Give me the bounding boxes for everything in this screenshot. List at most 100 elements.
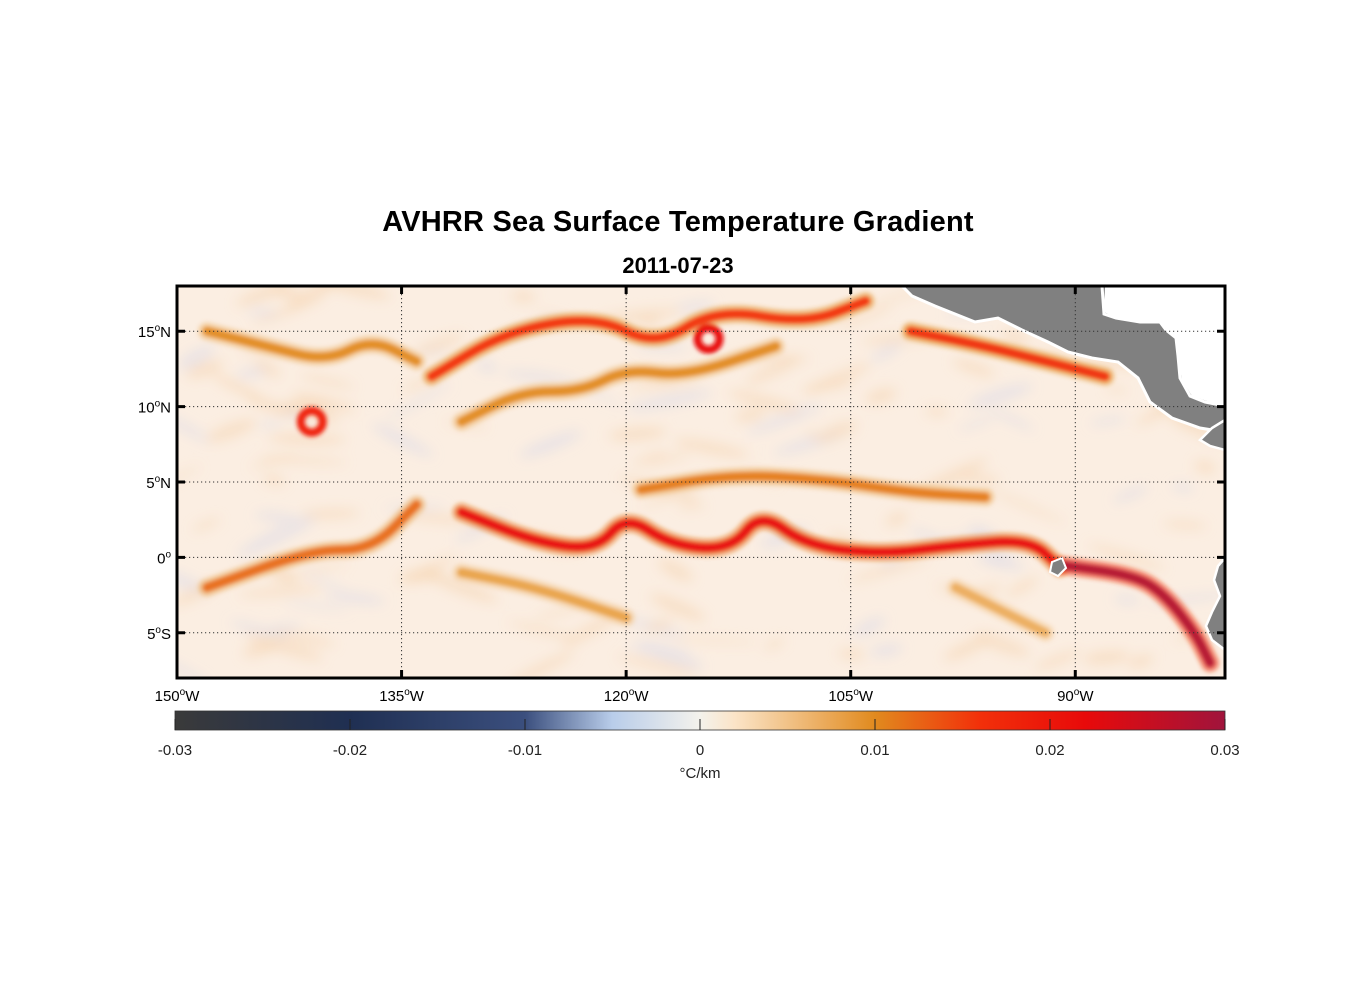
gridlines: [177, 286, 1225, 678]
central-america-land: [899, 286, 1225, 434]
texture-streak: [849, 556, 930, 582]
gradient-front: [202, 326, 422, 366]
texture-streak: [270, 630, 336, 646]
colorbar-tick-label: 0: [696, 742, 704, 759]
texture-streak: [177, 411, 211, 443]
longitude-label: 150oW: [155, 687, 201, 705]
texture-streak: [1105, 386, 1127, 394]
texture-streak: [1128, 654, 1154, 669]
latitude-label: 5oS: [147, 625, 171, 643]
texture-streak: [325, 591, 385, 605]
texture-streak: [650, 594, 706, 621]
colorbar-tick-label: -0.02: [333, 742, 367, 759]
texture-streak: [646, 452, 692, 466]
texture-streak: [764, 638, 785, 650]
land-areas: [899, 286, 1225, 652]
texture-streak: [299, 374, 355, 389]
texture-streak: [254, 360, 281, 377]
colorbar-tick-label: 0.03: [1210, 742, 1239, 759]
texture-streak: [1171, 483, 1194, 492]
texture-streak: [977, 551, 1012, 564]
map-subtitle: 2011-07-23: [622, 253, 734, 278]
texture-streak: [747, 404, 823, 435]
texture-streak: [385, 383, 452, 421]
texture-streak: [958, 416, 997, 431]
gradient-front: [202, 500, 422, 593]
texture-streak: [267, 433, 346, 445]
texture-streak: [674, 438, 749, 458]
texture-streak: [511, 291, 536, 303]
texture-streak: [1035, 650, 1081, 670]
latitude-label: 5oN: [146, 474, 171, 492]
gradient-front: [456, 507, 1065, 573]
texture-streak: [236, 367, 267, 379]
gradient-front: [636, 471, 990, 502]
texture-streak: [1089, 416, 1127, 426]
texture-streak: [245, 633, 324, 661]
colorbar: -0.03 -0.02 -0.01 0 0.01 0.02 0.03 °C/km: [158, 710, 1240, 782]
galapagos-island: [1048, 556, 1068, 578]
texture-streak: [257, 420, 284, 428]
texture-streak: [265, 623, 301, 634]
colorbar-tick-label: -0.01: [508, 742, 542, 759]
texture-streak: [1087, 544, 1165, 570]
texture-streak: [676, 502, 705, 510]
texture-streak: [229, 620, 289, 641]
texture-streak: [283, 601, 351, 611]
texture-streak: [519, 430, 582, 458]
texture-streak: [254, 512, 298, 523]
south-america-land: [1204, 556, 1225, 652]
gradient-front: [1055, 560, 1215, 668]
longitude-label: 120oW: [604, 687, 650, 705]
texture-streak: [840, 305, 892, 327]
texture-streak: [871, 342, 902, 362]
gradient-front: [906, 326, 1110, 381]
colorbar-tick-label: 0.01: [860, 742, 889, 759]
texture-streak: [1006, 577, 1039, 597]
texture-streak: [301, 509, 360, 519]
texture-streak: [658, 559, 694, 582]
central-america-isthmus: [1104, 286, 1225, 405]
texture-streak: [1163, 520, 1207, 529]
texture-streak: [186, 360, 224, 379]
gradient-eddy: [296, 406, 327, 437]
texture-streak: [646, 619, 673, 632]
texture-streak: [885, 512, 908, 527]
map-ticks: [175, 286, 1225, 678]
texture-streak: [852, 616, 886, 637]
longitude-label: 90oW: [1057, 687, 1094, 705]
colorbar-tick-label: -0.03: [158, 742, 192, 759]
texture-streak: [925, 406, 948, 416]
texture-streak: [985, 488, 1066, 524]
texture-streak: [1114, 595, 1140, 605]
texture-streak: [423, 570, 498, 603]
texture-streak: [968, 383, 1033, 408]
texture-streak: [177, 346, 215, 370]
texture-streak: [1113, 486, 1148, 503]
texture-streak: [506, 651, 575, 678]
texture-streak: [246, 394, 293, 417]
texture-streak: [263, 474, 285, 486]
latitude-label: 0o: [157, 549, 171, 567]
texture-streak: [631, 450, 668, 467]
texture-streak: [735, 409, 766, 422]
latitude-label: 15oN: [138, 323, 171, 341]
gradient-eddy: [693, 323, 724, 354]
south-america-north-land: [1197, 418, 1225, 452]
longitude-label: 105oW: [828, 687, 874, 705]
texture-streak: [270, 286, 303, 299]
texture-streak: [990, 409, 1034, 431]
texture-streak: [943, 636, 991, 661]
texture-streak: [508, 621, 579, 641]
texture-streak: [617, 655, 698, 675]
texture-streak: [206, 419, 256, 443]
colorbar-ticks: -0.03 -0.02 -0.01 0 0.01 0.02 0.03: [158, 719, 1240, 759]
texture-streak: [818, 421, 857, 442]
gradient-front: [456, 341, 781, 427]
texture-streak: [671, 637, 759, 644]
texture-streak: [1001, 331, 1029, 346]
texture-streak: [745, 356, 802, 384]
texture-streak: [838, 648, 865, 660]
gradient-front: [456, 567, 631, 623]
